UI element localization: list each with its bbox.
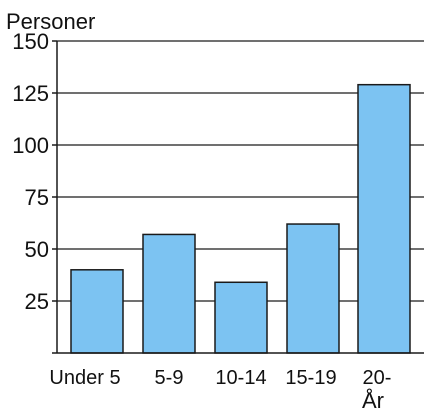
y-tick-label: 100: [12, 133, 49, 158]
x-tick-label: Under 5: [49, 367, 120, 389]
bar: [70, 269, 124, 354]
y-tick-label: 75: [25, 185, 49, 210]
axis-layer: [52, 40, 424, 354]
y-tick-label: 50: [25, 237, 49, 262]
y-tick-label: 25: [25, 289, 49, 314]
y-tick-label: 150: [12, 29, 49, 54]
bar-layer: [70, 83, 411, 354]
bar: [357, 83, 411, 354]
y-tick-label: 125: [12, 81, 49, 106]
x-axis-title: År: [362, 388, 384, 413]
label-layer: 25 50 75 100 125 150 Under 5 5-9 10-14 15-19 20- Pe…: [6, 9, 391, 413]
bar: [142, 233, 196, 354]
x-tick-label: 15-19: [285, 367, 336, 389]
x-tick-label: 5-9: [155, 367, 184, 389]
bar: [214, 281, 268, 354]
x-tick-label: 20-: [363, 367, 392, 389]
x-tick-label: 10-14: [215, 367, 266, 389]
y-axis-title: Personer: [6, 9, 95, 34]
bar: [286, 223, 340, 354]
